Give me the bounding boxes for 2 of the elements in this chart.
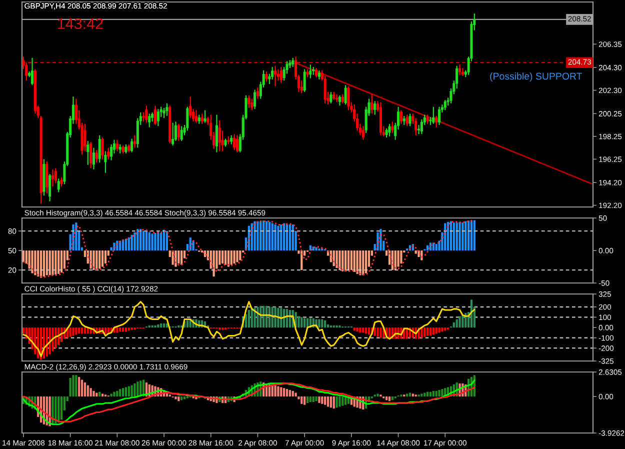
- annotation: 143:42: [58, 18, 103, 30]
- annotation: (Possible) SUPPORT: [490, 72, 582, 82]
